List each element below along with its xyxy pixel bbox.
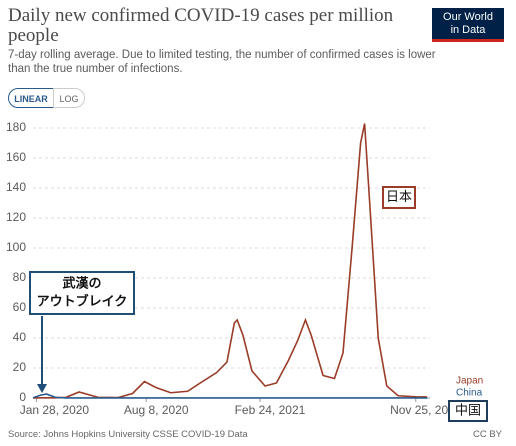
scale-button[interactable]: LOG bbox=[53, 88, 85, 108]
y-tick-label: 120 bbox=[6, 210, 26, 224]
y-tick-label: 20 bbox=[13, 360, 27, 374]
y-tick-label: 140 bbox=[6, 180, 26, 194]
x-tick-label: Nov 25, 2021 bbox=[390, 403, 462, 417]
logo-text: Our World bbox=[443, 11, 493, 23]
annotation-box bbox=[29, 271, 135, 315]
annotation-text: 武漢の bbox=[62, 275, 101, 290]
annotation-text: 日本 bbox=[386, 189, 412, 204]
x-tick-label: Aug 8, 2020 bbox=[124, 403, 189, 417]
y-tick-label: 60 bbox=[13, 300, 27, 314]
annotation-text: アウトブレイク bbox=[37, 293, 128, 308]
source: Source: Johns Hopkins University CSSE CO… bbox=[8, 429, 248, 440]
series-label: China bbox=[456, 388, 483, 399]
chart-subtitle: 7-day rolling average. Due to limited te… bbox=[8, 49, 436, 75]
scale-button[interactable]: LINEAR bbox=[8, 88, 54, 108]
series-line bbox=[32, 393, 428, 399]
y-tick-label: 180 bbox=[6, 120, 26, 134]
y-tick-label: 160 bbox=[6, 150, 26, 164]
y-tick-label: 80 bbox=[13, 270, 27, 284]
logo-text: in Data bbox=[450, 24, 486, 36]
x-tick-label: Jan 28, 2020 bbox=[20, 403, 90, 417]
logo: Our World in Data bbox=[432, 8, 504, 42]
y-tick-label: 100 bbox=[6, 240, 26, 254]
annotation-box bbox=[382, 186, 416, 209]
x-tick-label: Feb 24, 2021 bbox=[235, 403, 306, 417]
chart-title: Daily new confirmed COVID-19 cases per m… bbox=[8, 5, 394, 46]
annotation-box bbox=[448, 400, 488, 422]
y-tick-label: 0 bbox=[19, 390, 26, 404]
y-tick-label: 40 bbox=[13, 330, 27, 344]
series-line bbox=[32, 123, 428, 399]
series-label: Japan bbox=[456, 376, 483, 387]
annotation-text: 中国 bbox=[455, 402, 481, 417]
annotation-arrowhead bbox=[37, 384, 47, 393]
license: CC BY bbox=[472, 429, 502, 440]
